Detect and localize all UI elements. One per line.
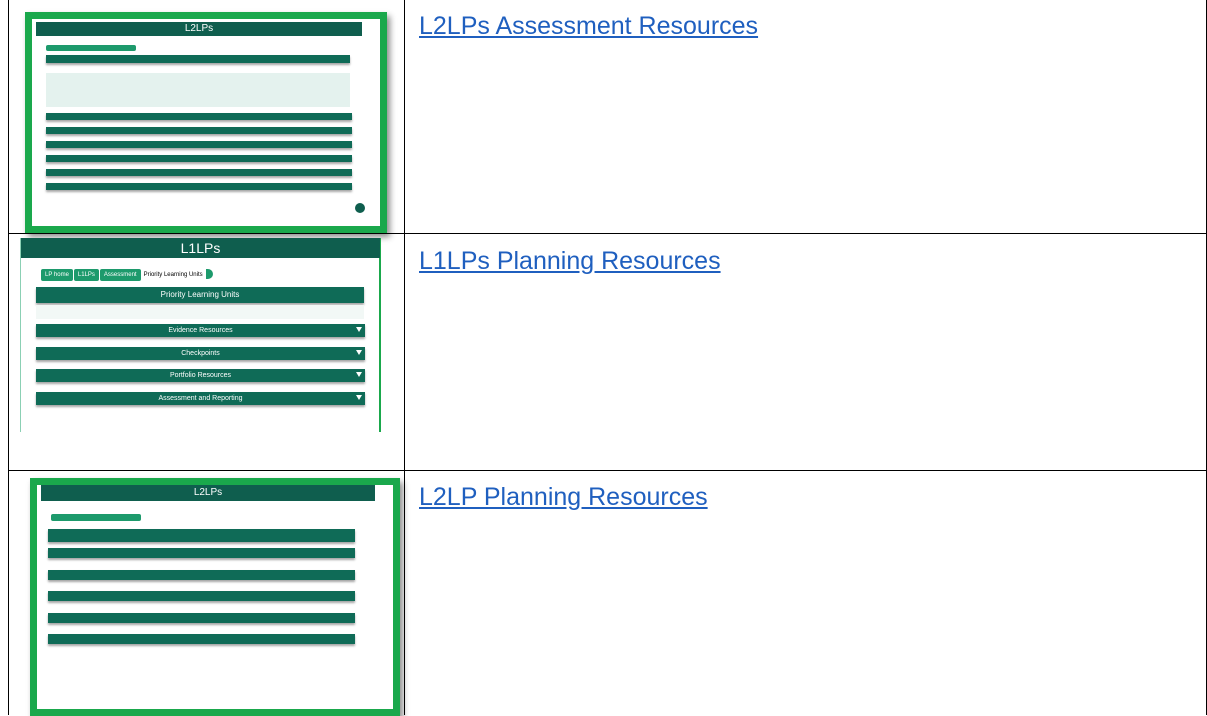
resource-link[interactable]: L2LP Planning Resources bbox=[419, 483, 708, 511]
section-bar bbox=[48, 548, 355, 558]
breadcrumb-item: Assessment bbox=[99, 269, 141, 281]
icon bbox=[355, 203, 365, 213]
dropdown-arrow bbox=[356, 394, 362, 400]
thumbnail-title: L1LPs bbox=[21, 238, 380, 258]
heading-bar bbox=[48, 529, 355, 542]
heading-bar: Priority Learning Units bbox=[36, 287, 364, 303]
section-bar bbox=[48, 591, 355, 601]
resource-link[interactable]: L1LPs Planning Resources bbox=[419, 247, 721, 275]
table-border bbox=[404, 0, 405, 715]
breadcrumb bbox=[51, 514, 141, 521]
thumbnail: L2LPs bbox=[25, 12, 387, 233]
section-bar bbox=[46, 169, 352, 176]
thumbnail-title: L2LPs bbox=[41, 485, 375, 501]
section-bar: Evidence Resources bbox=[36, 324, 365, 337]
section-bar bbox=[46, 183, 352, 190]
dropdown-arrow bbox=[356, 372, 362, 377]
thumbnail-title: L2LPs bbox=[36, 22, 362, 36]
section-bar: Assessment and Reporting bbox=[36, 391, 365, 405]
breadcrumb-item: LP home bbox=[41, 269, 73, 281]
breadcrumb-item: Priority Learning Units bbox=[143, 272, 203, 278]
table-border bbox=[8, 470, 1207, 471]
breadcrumb bbox=[46, 45, 136, 51]
resource-link[interactable]: L2LPs Assessment Resources bbox=[419, 12, 759, 40]
info-box bbox=[36, 305, 364, 319]
breadcrumb-item: L1LPs bbox=[73, 269, 99, 281]
dropdown-arrow bbox=[356, 327, 362, 332]
table-border bbox=[8, 233, 1207, 234]
thumbnail: L2LPs bbox=[30, 478, 400, 716]
section-bar bbox=[48, 634, 355, 644]
table-border bbox=[8, 0, 9, 715]
section-bar: Checkpoints bbox=[36, 346, 365, 360]
info-box bbox=[46, 73, 350, 107]
breadcrumb: LP home L1LPs Assessment Priority Learning … bbox=[41, 269, 213, 281]
section-bar bbox=[46, 127, 352, 134]
section-bar bbox=[46, 141, 352, 148]
section-bar bbox=[46, 155, 352, 162]
dropdown-arrow bbox=[356, 349, 362, 355]
section-bar bbox=[48, 613, 355, 623]
section-bar bbox=[48, 570, 355, 580]
breadcrumb-arrow bbox=[205, 269, 213, 280]
heading-bar bbox=[46, 55, 350, 63]
section-bar bbox=[46, 113, 352, 120]
section-bar: Portfolio Resources bbox=[36, 369, 365, 382]
thumbnail: L1LPs LP home L1LPs Assessment Priority Lea… bbox=[20, 238, 381, 432]
